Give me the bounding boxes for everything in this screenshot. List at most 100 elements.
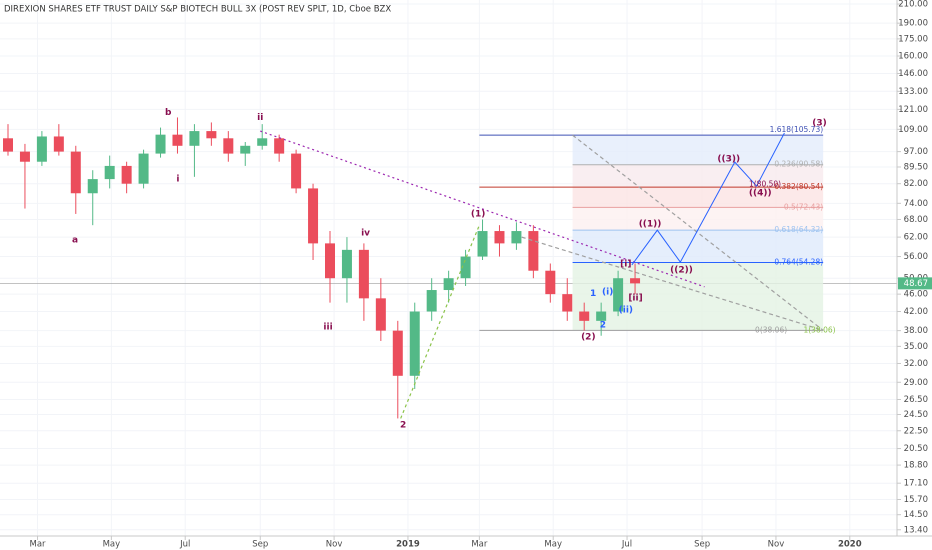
- y-tick-label: 175.00: [898, 34, 928, 44]
- y-tick-label: 26.50: [904, 395, 928, 405]
- wave-label: 1(38.06): [803, 325, 835, 334]
- fib-band: [572, 207, 824, 231]
- candle-body: [325, 243, 335, 279]
- fib-label: 0.5(72.43): [784, 202, 823, 211]
- fib-retracement: 1.618(105.73) 0.236(90.58) 0.382(80.54) 0.5…: [479, 125, 823, 334]
- y-tick-label: 14.50: [904, 510, 928, 520]
- candle-body: [19, 151, 30, 162]
- wave-label: ((2)): [670, 265, 693, 275]
- trendline: [260, 130, 705, 288]
- wave-label: ii: [257, 113, 263, 123]
- x-tick-label: Jul: [179, 540, 190, 550]
- candle-body: [511, 231, 522, 244]
- x-tick-label: 2019: [396, 540, 420, 550]
- wave-label: ((3)): [717, 155, 740, 165]
- y-tick-label: 46.00: [904, 290, 928, 300]
- y-tick-label: 62.00: [904, 233, 928, 243]
- y-tick-label: 210.00: [898, 0, 928, 10]
- candle-body: [460, 256, 471, 279]
- candle-body: [87, 179, 98, 194]
- fib-label: 0(38.06): [755, 325, 787, 334]
- candle-body: [613, 278, 624, 312]
- y-tick-label: 190.00: [898, 19, 928, 29]
- wave-label: 1: [590, 289, 596, 299]
- fib-band: [572, 187, 824, 208]
- candle-body: [596, 311, 607, 321]
- candle-body: [274, 138, 285, 154]
- wave-label: 2: [400, 420, 406, 430]
- wave-label: [i]: [620, 259, 631, 269]
- candle-body: [409, 311, 420, 376]
- candle-body: [308, 188, 319, 244]
- fib-label: 0.236(90.58): [774, 160, 823, 169]
- y-tick-label: 35.00: [904, 342, 928, 352]
- y-tick-label: 82.00: [904, 179, 928, 189]
- wave-label: (2): [581, 332, 596, 342]
- candle-body: [494, 231, 505, 244]
- candle-body: [477, 231, 488, 257]
- wave-label: (ii): [619, 306, 633, 316]
- fib-band: [572, 135, 824, 165]
- y-tick-label: 42.00: [904, 307, 928, 317]
- wave-label: 1(80.50): [749, 180, 781, 189]
- x-tick-label: Nov: [768, 540, 785, 550]
- wave-label: i: [176, 175, 179, 185]
- fib-label: 0.764(54.28): [774, 258, 823, 267]
- wave-label: [ii]: [628, 293, 642, 303]
- x-tick-label: Mar: [30, 540, 47, 550]
- y-tick-label: 13.40: [904, 525, 928, 535]
- candle-body: [172, 134, 183, 146]
- x-tick-label: May: [103, 540, 121, 550]
- wave-label: a: [72, 236, 78, 246]
- x-tick-label: Mar: [471, 540, 488, 550]
- y-tick-label: 109.00: [898, 125, 928, 135]
- candle-body: [443, 278, 454, 291]
- candle-body: [3, 138, 13, 152]
- candle-body: [562, 294, 573, 312]
- fib-band: [572, 164, 824, 188]
- candle-body: [138, 153, 149, 184]
- price-tag: [898, 277, 932, 290]
- y-tick-label: 29.00: [904, 378, 928, 388]
- candle-body: [291, 153, 302, 189]
- y-tick-label: 22.50: [904, 426, 928, 436]
- y-tick-label: 68.00: [904, 215, 928, 225]
- fib-label: 1.618(105.73): [770, 125, 824, 134]
- y-tick-label: 97.00: [904, 147, 928, 157]
- candle-body: [189, 131, 200, 146]
- trendline: [572, 134, 824, 331]
- x-tick-label: Sep: [252, 540, 268, 550]
- candle-body: [36, 136, 47, 162]
- fib-label: 0.618(64.32): [774, 225, 823, 234]
- candle-body: [341, 249, 352, 279]
- x-tick-label: May: [544, 540, 562, 550]
- y-tick-label: 160.00: [898, 52, 928, 62]
- wave-label: 2: [600, 321, 606, 331]
- y-tick-label: 15.70: [904, 495, 928, 505]
- wave-label: (i): [602, 288, 613, 298]
- candle-body: [375, 298, 386, 331]
- candle-body: [240, 145, 251, 154]
- price-tag-label: 48.67: [904, 279, 928, 289]
- fib-band: [572, 230, 824, 263]
- wave-label: b: [165, 108, 172, 118]
- candles: [3, 117, 641, 419]
- y-tick-label: 17.10: [904, 479, 928, 489]
- candle-body: [70, 151, 81, 194]
- trendline: [521, 236, 824, 331]
- y-tick-label: 146.00: [898, 69, 928, 79]
- y-tick-label: 121.00: [898, 105, 928, 115]
- x-tick-label: Sep: [694, 540, 710, 550]
- y-tick-label: 20.50: [904, 444, 928, 454]
- candle-body: [392, 330, 403, 376]
- y-tick-label: 74.00: [904, 199, 928, 209]
- y-tick-label: 38.00: [904, 326, 928, 336]
- wave-label: ((4)): [749, 189, 772, 199]
- y-tick-label: 56.00: [904, 252, 928, 262]
- candle-body: [155, 134, 166, 154]
- candle-body: [528, 231, 539, 271]
- candle-body: [426, 290, 437, 312]
